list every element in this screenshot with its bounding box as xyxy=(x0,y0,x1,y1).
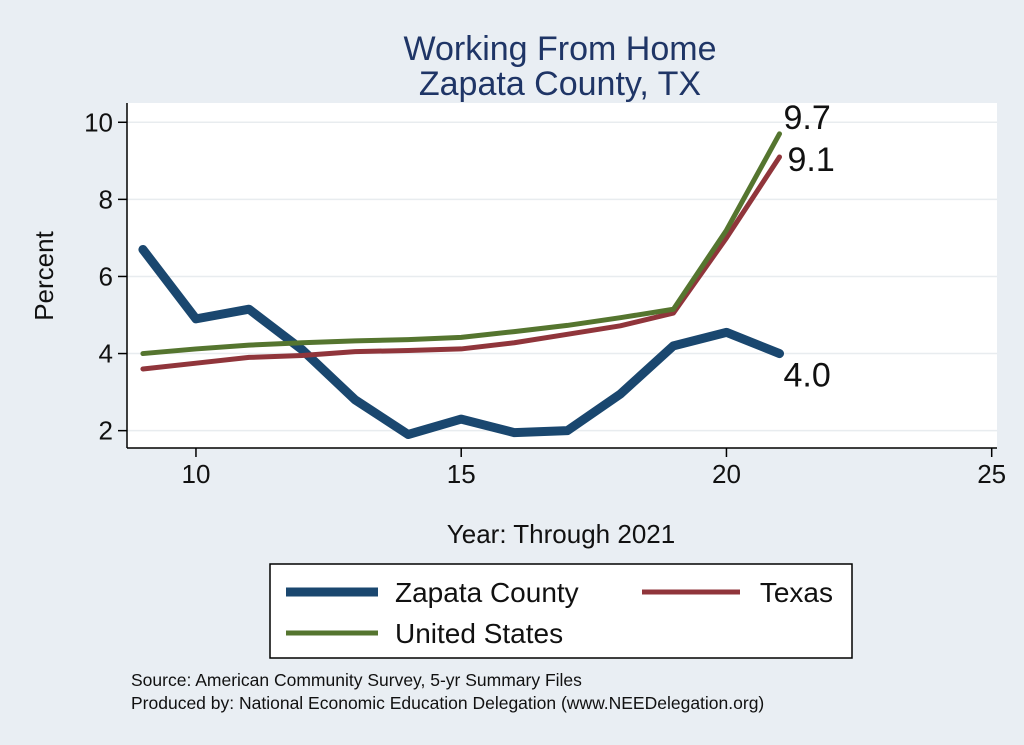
end-label-texas: 9.1 xyxy=(788,141,835,179)
y-tick-label-6: 6 xyxy=(99,261,113,291)
gridlines xyxy=(127,121,997,432)
source-note: Source: American Community Survey, 5-yr … xyxy=(131,670,582,690)
y-axis-title: Percent xyxy=(29,230,59,320)
legend-label-texas: Texas xyxy=(760,577,833,608)
legend-label-zapata: Zapata County xyxy=(395,577,579,608)
y-tick-label-10: 10 xyxy=(84,107,113,137)
x-ticks: 10 15 20 25 xyxy=(182,448,1006,489)
chart-title-line-1: Working From Home xyxy=(404,30,717,68)
x-tick-label-20: 20 xyxy=(712,459,741,489)
y-tick-label-4: 4 xyxy=(99,339,113,369)
legend-box xyxy=(269,563,853,659)
series-line-texas xyxy=(140,154,782,372)
y-ticks: 2 4 6 8 10 xyxy=(84,107,127,446)
x-axis-title: Year: Through 2021 xyxy=(447,519,675,549)
legend-label-united-states: United States xyxy=(395,618,563,649)
series-layer: 4.0 9.1 9.7 xyxy=(138,99,835,440)
y-tick-label-2: 2 xyxy=(99,416,113,446)
plot-area xyxy=(127,103,997,448)
x-tick-label-10: 10 xyxy=(182,459,211,489)
x-tick-label-15: 15 xyxy=(447,459,476,489)
y-tick-label-8: 8 xyxy=(99,184,113,214)
series-line-zapata-county xyxy=(138,244,784,440)
end-label-zapata-county: 4.0 xyxy=(784,357,831,395)
end-label-united-states: 9.7 xyxy=(784,99,831,137)
produced-by-note: Produced by: National Economic Education… xyxy=(131,693,764,713)
x-tick-label-25: 25 xyxy=(977,459,1006,489)
chart-title-line-2: Zapata County, TX xyxy=(419,65,701,103)
series-line-united-states xyxy=(140,131,782,357)
